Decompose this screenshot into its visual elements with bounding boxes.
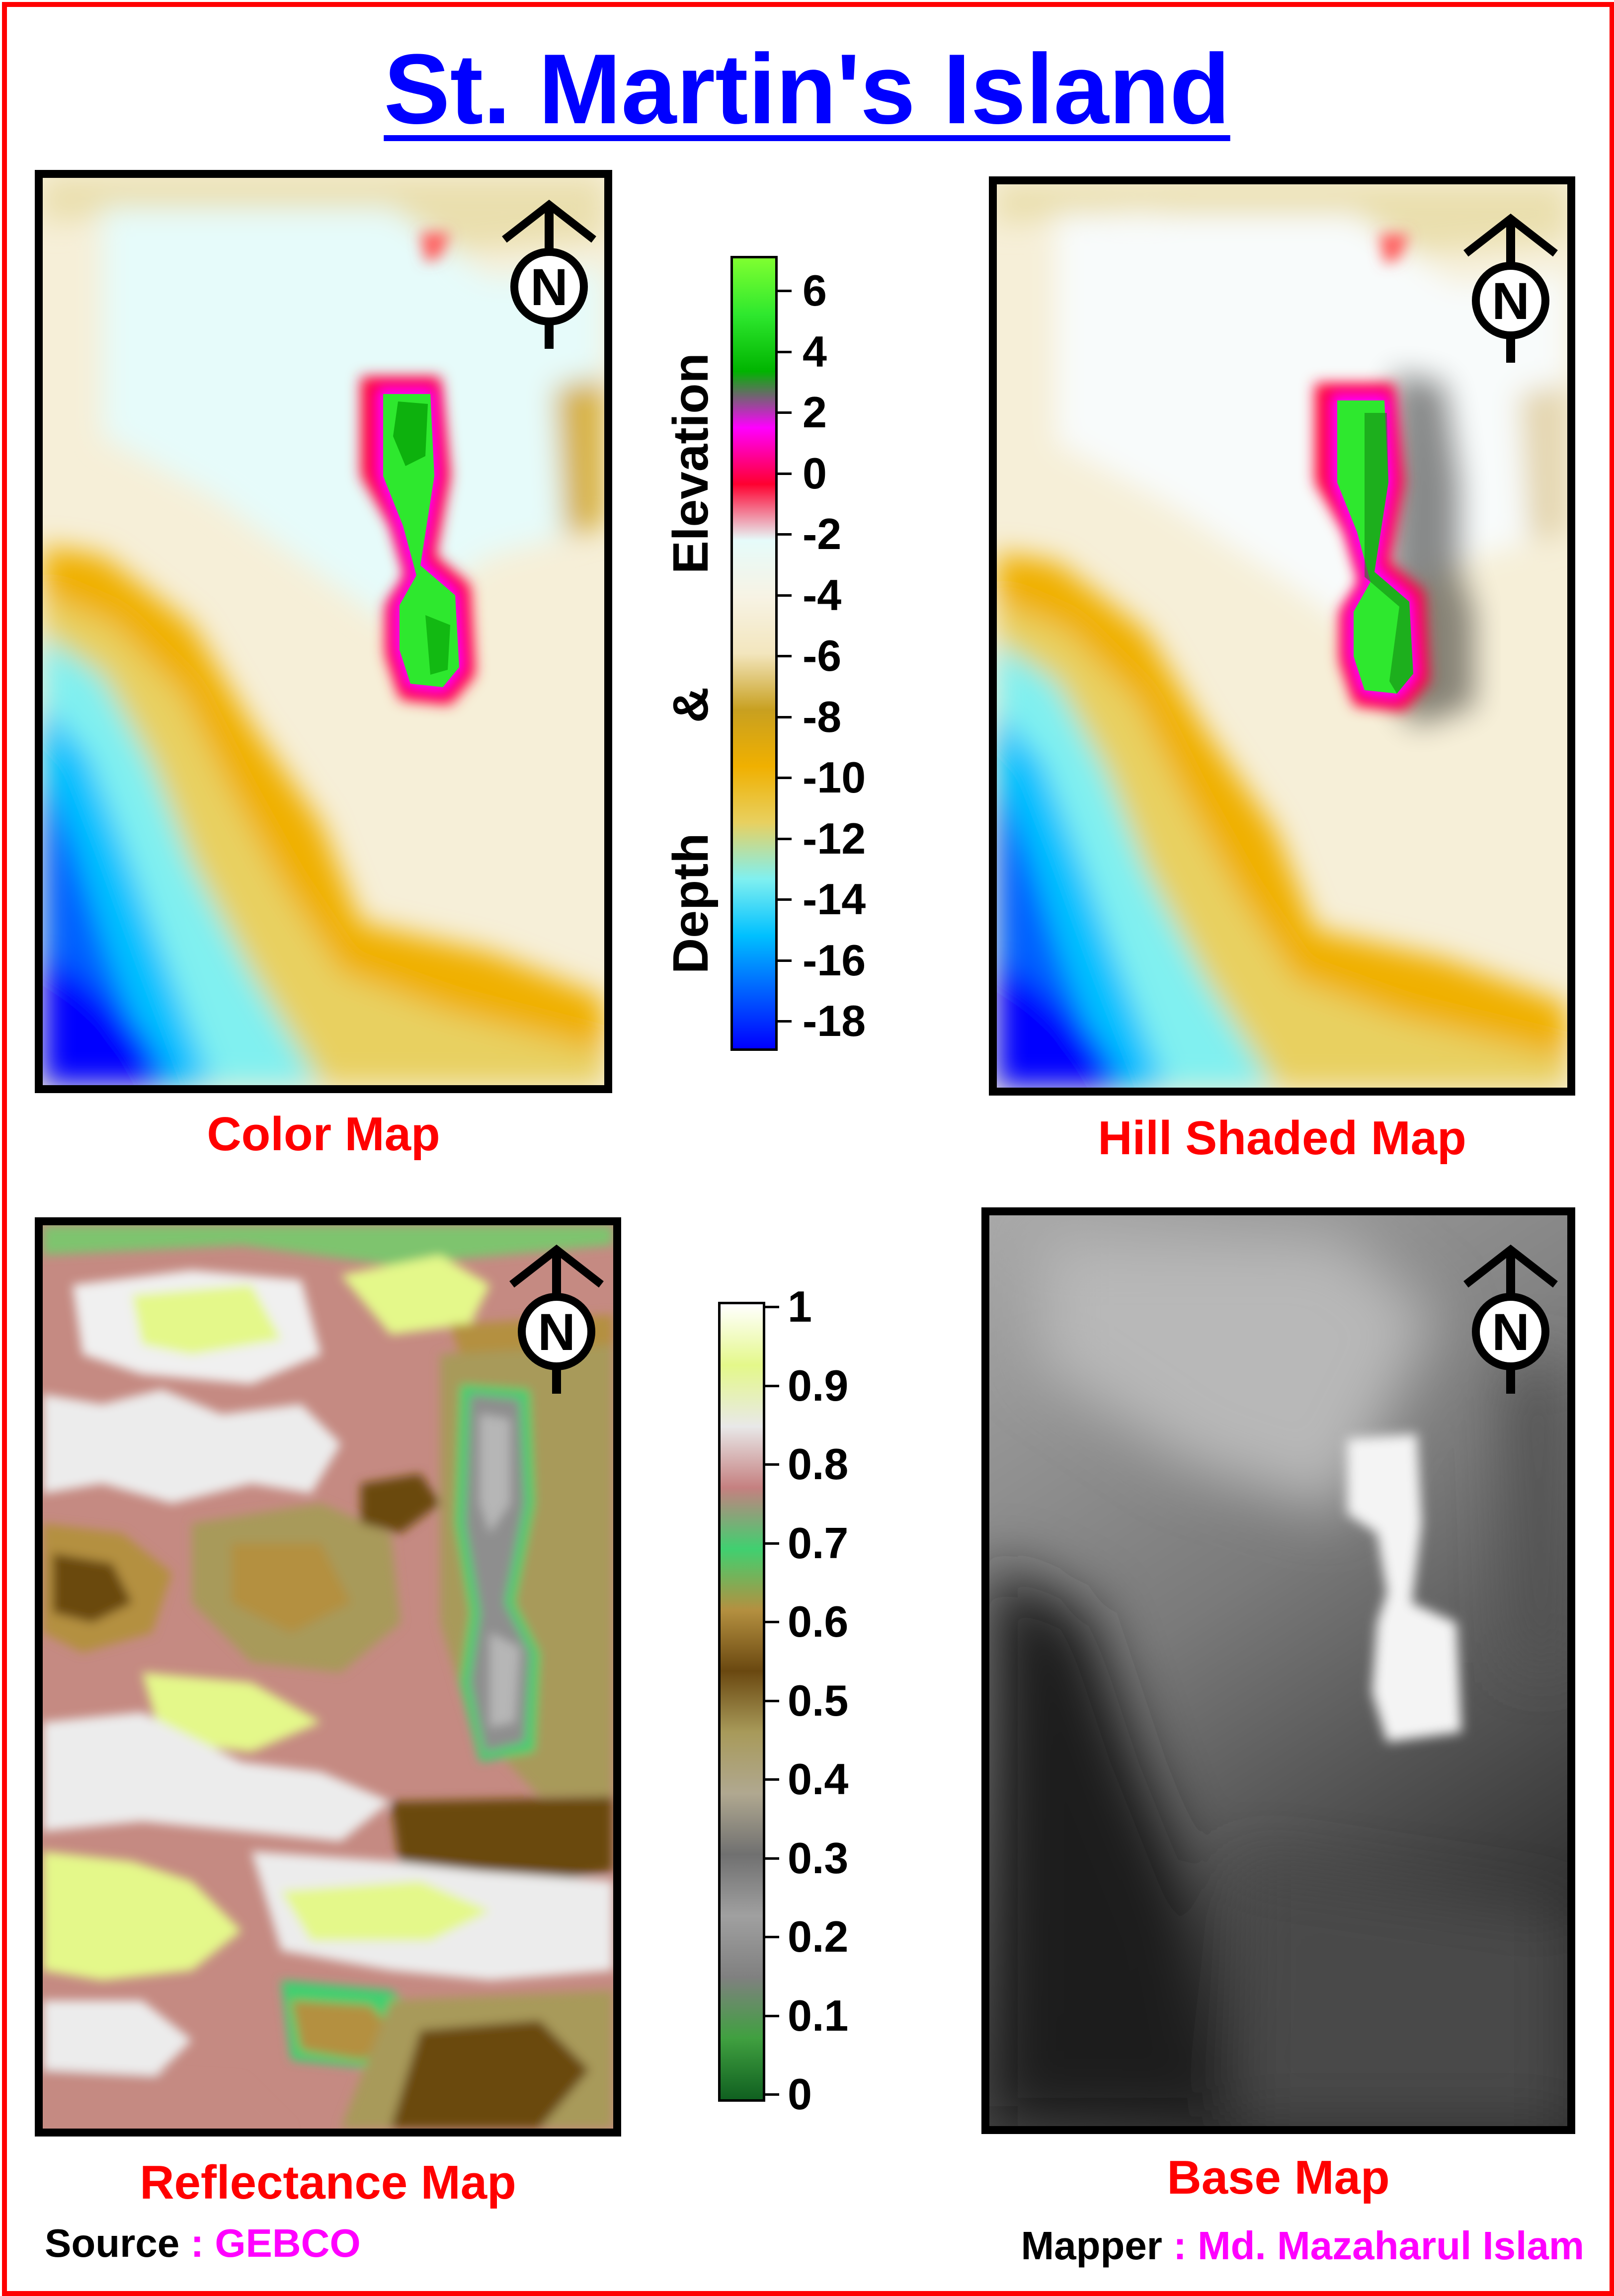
source-value: GEBCO [215, 2221, 361, 2265]
elevation-legend-tick-label: -14 [803, 874, 866, 924]
base-map-panel [981, 1207, 1575, 2134]
reflectance-legend-tick-label: 1 [788, 1282, 812, 1331]
color-map-image [43, 178, 604, 1085]
reflectance-legend-tick-label: 0.9 [788, 1360, 849, 1410]
elevation-legend-tick-mark [777, 472, 792, 475]
elevation-legend-tick-label: -18 [803, 996, 866, 1045]
reflectance-legend-tick-mark [764, 2093, 779, 2096]
legend-title-depth: Depth [663, 833, 719, 974]
legend-title-ampersand: & [663, 687, 719, 723]
elevation-legend-tick-label: 4 [803, 326, 827, 376]
reflectance-legend-tick-mark [764, 1542, 779, 1545]
reflectance-legend-tick-label: 0.6 [788, 1597, 849, 1646]
svg-text:N: N [530, 258, 568, 317]
source-label: Source [45, 2221, 180, 2265]
reflectance-legend-tick-mark [764, 2014, 779, 2017]
reflectance-map-caption: Reflectance Map [140, 2156, 516, 2209]
north-arrow-icon: N [1461, 1244, 1560, 1399]
legend-title-elevation: Elevation [663, 353, 719, 574]
north-arrow-icon: N [499, 199, 599, 354]
reflectance-legend-tick-label: 0 [788, 2069, 812, 2119]
reflectance-legend-tick-mark [764, 1778, 779, 1781]
reflectance-legend-tick-label: 0.5 [788, 1675, 849, 1725]
reflectance-legend-tick-label: 0.1 [788, 1990, 849, 2040]
reflectance-legend-tick-mark [764, 1463, 779, 1466]
reflectance-legend-tick-mark [764, 1306, 779, 1308]
reflectance-legend-tick-mark [764, 1384, 779, 1387]
svg-text:N: N [1492, 272, 1530, 330]
color-map-panel [35, 170, 612, 1093]
elevation-legend-tick-mark [777, 898, 792, 901]
elevation-legend-tick-label: -6 [803, 631, 842, 680]
elevation-legend-tick-label: 2 [803, 388, 827, 437]
elevation-legend-tick-mark [777, 837, 792, 840]
base-map-caption: Base Map [1167, 2151, 1390, 2204]
elevation-legend-tick-label: -12 [803, 813, 866, 863]
reflectance-map-panel [35, 1217, 621, 2137]
elevation-legend-tick-mark [777, 655, 792, 657]
hill-shaded-map-image [997, 184, 1567, 1088]
reflectance-legend-tick-mark [764, 1699, 779, 1702]
source-separator: : [179, 2221, 215, 2265]
mapper-label: Mapper [1021, 2223, 1162, 2268]
elevation-legend-tick-mark [777, 594, 792, 597]
elevation-color-bar [730, 256, 778, 1051]
reflectance-legend-tick-label: 0.2 [788, 1912, 849, 1961]
elevation-legend-tick-mark [777, 777, 792, 779]
elevation-legend-tick-mark [777, 350, 792, 353]
elevation-legend-tick-label: -2 [803, 509, 842, 558]
mapper-value: Md. Mazaharul Islam [1198, 2223, 1584, 2268]
hill-shaded-map-panel [989, 176, 1575, 1096]
elevation-legend-tick-mark [777, 1020, 792, 1023]
elevation-legend-tick-mark [777, 959, 792, 962]
elevation-legend-tick-label: -10 [803, 753, 866, 802]
svg-text:N: N [538, 1303, 575, 1361]
reflectance-legend-tick-mark [764, 1857, 779, 1860]
base-map-image [989, 1215, 1567, 2126]
hill-shaded-map-caption: Hill Shaded Map [1098, 1111, 1466, 1165]
reflectance-legend-tick-mark [764, 1621, 779, 1623]
reflectance-legend-tick-label: 0.3 [788, 1833, 849, 1883]
color-map-caption: Color Map [207, 1108, 440, 1161]
reflectance-legend-tick-label: 0.8 [788, 1439, 849, 1489]
mapper-credit: Mapper : Md. Mazaharul Islam [1021, 2226, 1584, 2266]
page-title: St. Martin's Island [384, 34, 1230, 145]
reflectance-legend-tick-label: 0.4 [788, 1754, 849, 1804]
svg-text:N: N [1492, 1303, 1530, 1361]
elevation-legend-tick-mark [777, 290, 792, 292]
reflectance-legend-tick-mark [764, 1936, 779, 1938]
elevation-legend-tick-mark [777, 715, 792, 718]
elevation-legend-tick-mark [777, 411, 792, 414]
source-credit: Source : GEBCO [45, 2223, 361, 2263]
north-arrow-icon: N [507, 1244, 606, 1399]
elevation-legend-tick-label: -16 [803, 935, 866, 985]
elevation-legend-tick-mark [777, 533, 792, 536]
mapper-separator: : [1162, 2223, 1198, 2268]
elevation-legend-tick-label: -4 [803, 570, 842, 620]
reflectance-legend-tick-label: 0.7 [788, 1518, 849, 1568]
elevation-legend-tick-label: 6 [803, 266, 827, 315]
elevation-legend-tick-label: 0 [803, 448, 827, 498]
reflectance-color-bar [718, 1302, 765, 2102]
elevation-legend-tick-label: -8 [803, 692, 842, 741]
north-arrow-icon: N [1461, 213, 1560, 368]
reflectance-map-image [43, 1225, 613, 2129]
